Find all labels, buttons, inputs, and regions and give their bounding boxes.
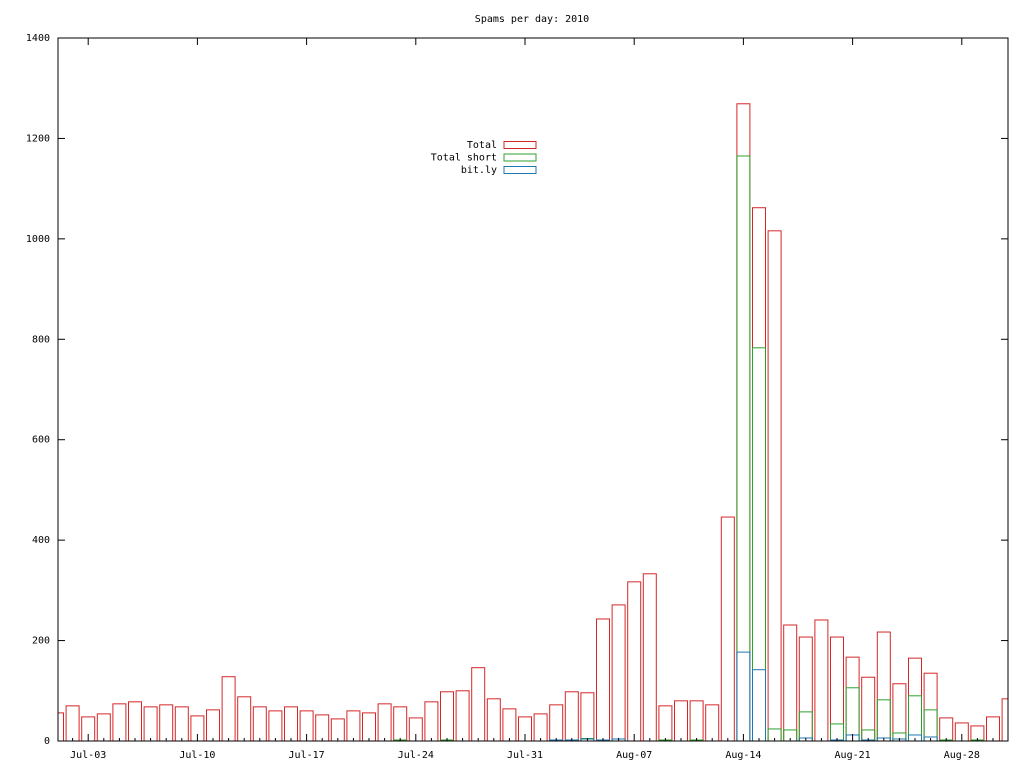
bar <box>798 711 813 742</box>
y-tick-label: 1000 <box>26 234 50 245</box>
y-tick-label: 800 <box>32 334 50 345</box>
legend-swatch <box>503 166 537 174</box>
bar <box>814 619 829 742</box>
bar <box>143 706 158 742</box>
bar <box>252 706 267 742</box>
x-tick-label: Jul-24 <box>398 750 434 761</box>
bar <box>1001 698 1008 742</box>
bar <box>128 701 142 742</box>
bar <box>159 704 174 742</box>
bar <box>330 718 345 742</box>
bar <box>440 691 454 742</box>
bar <box>268 710 283 742</box>
bar <box>720 516 735 742</box>
bar <box>689 700 704 742</box>
y-tick-label: 400 <box>32 535 50 546</box>
bar <box>112 703 127 742</box>
x-tick-label: Jul-03 <box>70 750 106 761</box>
bar <box>908 657 922 742</box>
x-tick-label: Jul-10 <box>179 750 215 761</box>
plot-frame <box>57 37 1009 742</box>
bars <box>58 103 1008 742</box>
bar <box>736 155 751 742</box>
x-tick-label: Aug-21 <box>835 750 871 761</box>
bar <box>861 676 876 742</box>
bar <box>876 699 891 742</box>
x-tick-label: Aug-07 <box>616 750 652 761</box>
bar <box>455 690 470 742</box>
bar <box>642 573 657 742</box>
bar <box>892 683 907 742</box>
bar <box>65 705 80 742</box>
bar <box>377 703 392 742</box>
y-tick-label: 1400 <box>26 33 50 44</box>
bar <box>767 230 782 742</box>
legend-swatch <box>503 153 537 162</box>
bar <box>174 706 189 742</box>
bar <box>845 687 860 742</box>
bar <box>580 692 595 742</box>
bar <box>596 618 610 742</box>
bar <box>96 713 111 742</box>
bar <box>206 709 220 742</box>
bar <box>798 636 813 742</box>
bar <box>705 704 720 742</box>
bar <box>393 706 408 742</box>
bar <box>658 705 673 742</box>
bar <box>923 709 938 742</box>
bar <box>284 706 298 742</box>
bar <box>58 712 64 742</box>
bar <box>424 701 439 742</box>
bar <box>611 604 626 742</box>
bar <box>674 700 688 742</box>
bar <box>362 712 376 742</box>
bar <box>939 717 954 742</box>
legend-swatch <box>503 141 537 149</box>
bar <box>549 704 564 742</box>
bar <box>221 676 236 742</box>
y-tick-label: 1200 <box>26 133 50 144</box>
y-tick-label: 600 <box>32 435 50 446</box>
y-tick-label: 200 <box>32 636 50 647</box>
bar <box>986 716 1000 742</box>
bar <box>908 695 922 742</box>
bar <box>752 669 766 742</box>
x-tick-label: Aug-14 <box>725 750 761 761</box>
bar <box>237 696 252 742</box>
bar <box>876 631 891 742</box>
bar <box>315 714 330 742</box>
bar <box>486 698 501 742</box>
x-tick-label: Jul-31 <box>507 750 543 761</box>
legend-label: bit.ly <box>461 165 497 176</box>
bar <box>923 672 938 742</box>
legend-label: Total <box>467 140 497 151</box>
bar <box>752 207 766 742</box>
bar <box>752 347 766 742</box>
legend-label: Total short <box>431 153 497 164</box>
bar <box>533 713 548 742</box>
bar <box>627 581 642 742</box>
bar <box>830 636 844 742</box>
x-tick-label: Aug-28 <box>944 750 980 761</box>
bar <box>564 691 579 742</box>
bar <box>346 710 361 742</box>
bar <box>783 624 798 742</box>
bar <box>471 667 486 742</box>
y-tick-label: 0 <box>44 736 50 747</box>
bar <box>736 651 751 742</box>
x-tick-label: Jul-17 <box>289 750 325 761</box>
bar <box>502 708 517 742</box>
bar <box>845 656 860 742</box>
bar <box>736 103 751 742</box>
chart-title: Spams per day: 2010 <box>475 14 589 25</box>
